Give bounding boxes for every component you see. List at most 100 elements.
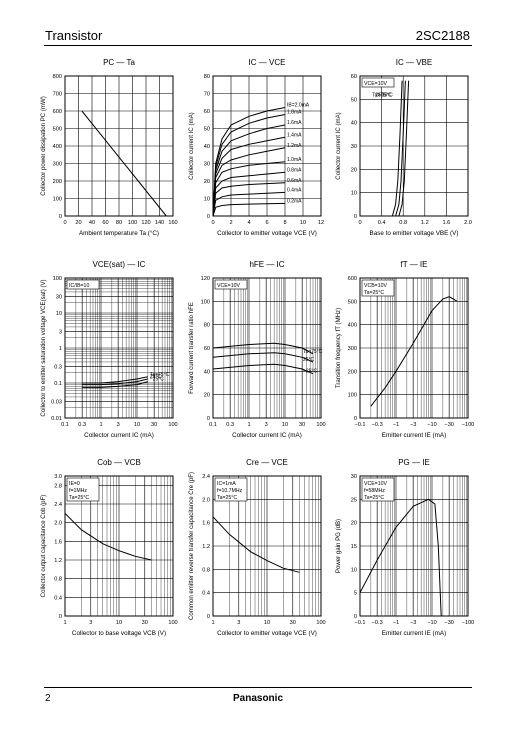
series-line xyxy=(212,161,286,217)
condition-text: IC/IB=10 xyxy=(69,283,89,289)
x-tick-label: 1 xyxy=(63,620,66,626)
series-line xyxy=(398,80,410,217)
x-tick-label: 160 xyxy=(168,220,177,226)
y-tick-label: 800 xyxy=(53,74,62,80)
y-tick-label: 0.03 xyxy=(51,399,62,405)
y-tick-label: 600 xyxy=(348,276,357,282)
condition-text: f=1MHz xyxy=(69,488,87,494)
x-tick-label: −3 xyxy=(410,620,416,626)
footer-rule xyxy=(44,687,472,688)
y-tick-label: 0.01 xyxy=(51,416,62,422)
condition-text: VCE=10V xyxy=(217,283,240,289)
y-tick-label: 100 xyxy=(348,393,357,399)
x-tick-label: 0 xyxy=(358,220,361,226)
series-line xyxy=(212,342,314,355)
y-tick-label: 30 xyxy=(351,474,357,480)
y-tick-label: 2.0 xyxy=(54,521,62,527)
y-tick-label: 0.1 xyxy=(54,381,62,387)
condition-text: f=58MHz xyxy=(364,488,385,494)
y-tick-label: 100 xyxy=(53,197,62,203)
plot-frame xyxy=(64,277,174,419)
chart-title: VCE(sat) — IC xyxy=(93,260,146,269)
plot-frame xyxy=(359,75,469,217)
chart-4: 0.1 0.3 1 3 10 30 100 0.01 0.03 0.1 0.3 1 3 10 30 100 VC… xyxy=(40,260,178,439)
y-axis-label: Collector to emitter saturation voltage … xyxy=(40,279,47,416)
x-tick-label: 30 xyxy=(151,422,157,428)
x-tick-label: 100 xyxy=(316,422,325,428)
y-tick-label: 0.8 xyxy=(54,577,62,583)
x-tick-label: −0.1 xyxy=(354,422,365,428)
y-tick-label: 2.4 xyxy=(54,502,62,508)
chart-3: 0 0.4 0.8 1.2 1.6 2.0 0 10 20 30 40 50 60 IC — VBE Bas… xyxy=(335,58,472,237)
condition-text: f=10.7MHz xyxy=(217,488,243,494)
x-axis-label: Base to emitter voltage VBE (V) xyxy=(370,230,459,237)
y-tick-label: 40 xyxy=(351,121,357,127)
series-label: −25°C xyxy=(379,93,393,99)
y-tick-label: 50 xyxy=(204,127,210,133)
y-tick-label: 10 xyxy=(351,191,357,197)
x-tick-label: −10 xyxy=(427,620,437,626)
y-tick-label: 10 xyxy=(204,197,210,203)
y-tick-label: 20 xyxy=(204,179,210,185)
y-tick-label: 100 xyxy=(201,299,210,305)
plot-frame xyxy=(359,475,469,617)
x-tick-label: 10 xyxy=(116,620,122,626)
chart-title: IC — VCE xyxy=(249,58,286,67)
x-tick-label: −100 xyxy=(462,422,475,428)
y-axis-label: Collector current IC (mA) xyxy=(188,112,195,179)
x-tick-label: −1 xyxy=(393,620,399,626)
series-line xyxy=(359,498,442,617)
condition-text: IC=1mA xyxy=(217,481,236,487)
y-tick-label: 500 xyxy=(53,127,62,133)
series-line xyxy=(212,352,314,363)
y-axis-label: Common emitter reverse transfer capacita… xyxy=(188,472,195,620)
series-line xyxy=(212,136,286,217)
y-tick-label: 80 xyxy=(204,323,210,329)
chart-title: PC — Ta xyxy=(103,58,135,67)
chart-title: hFE — IC xyxy=(249,260,284,269)
y-tick-label: 0.8 xyxy=(202,567,210,573)
x-tick-label: 6 xyxy=(265,220,268,226)
x-tick-label: −0.1 xyxy=(354,620,365,626)
condition-text: VCE=10V xyxy=(364,81,387,87)
y-tick-label: 20 xyxy=(204,393,210,399)
y-tick-label: 70 xyxy=(204,92,210,98)
chart-6: −0.1 −0.3 −1 −3 −10 −30 −100 0 100 200 300 400 500 60… xyxy=(335,260,474,439)
x-tick-label: −1 xyxy=(393,422,399,428)
series-label: −25°C xyxy=(303,369,317,375)
x-axis-label: Collector to base voltage VCB (V) xyxy=(72,630,166,637)
chart-2: 0 2 4 6 8 10 12 0 10 20 30 40 50 60 70 80 IC — VCE Collec… xyxy=(188,58,324,237)
series-line xyxy=(212,516,300,573)
x-tick-label: 12 xyxy=(318,220,324,226)
conditions-box xyxy=(361,477,395,502)
series-line xyxy=(212,363,314,375)
series-line xyxy=(212,191,286,217)
y-tick-label: 0 xyxy=(59,214,62,220)
x-tick-label: 80 xyxy=(116,220,122,226)
y-tick-label: 200 xyxy=(53,179,62,185)
series-label: 25°C xyxy=(303,357,315,363)
series-line xyxy=(391,80,403,217)
x-tick-label: 3 xyxy=(117,422,120,428)
y-axis-label: Collector output capacitance Cob (pF) xyxy=(40,495,47,598)
series-line xyxy=(64,512,152,561)
x-tick-label: 30 xyxy=(299,422,305,428)
x-axis-label: Collector to emitter voltage VCE (V) xyxy=(217,230,317,237)
page-number: 2 xyxy=(45,693,51,704)
x-tick-label: 10 xyxy=(134,422,140,428)
y-tick-label: 30 xyxy=(204,162,210,168)
y-tick-label: 1 xyxy=(59,346,62,352)
x-tick-label: 60 xyxy=(102,220,108,226)
series-line xyxy=(82,376,148,384)
y-tick-label: 300 xyxy=(348,346,357,352)
y-axis-label: Power gain PG (dB) xyxy=(335,519,342,573)
conditions-box xyxy=(361,77,395,88)
x-tick-label: 1 xyxy=(247,422,250,428)
y-tick-label: 2.4 xyxy=(202,474,210,480)
header-rule xyxy=(44,45,472,47)
y-axis-label: Collector current IC (mA) xyxy=(335,112,342,179)
x-tick-label: −3 xyxy=(410,422,416,428)
y-tick-label: 600 xyxy=(53,109,62,115)
y-tick-label: 20 xyxy=(351,167,357,173)
x-axis-label: Emitter current IE (mA) xyxy=(382,432,446,439)
